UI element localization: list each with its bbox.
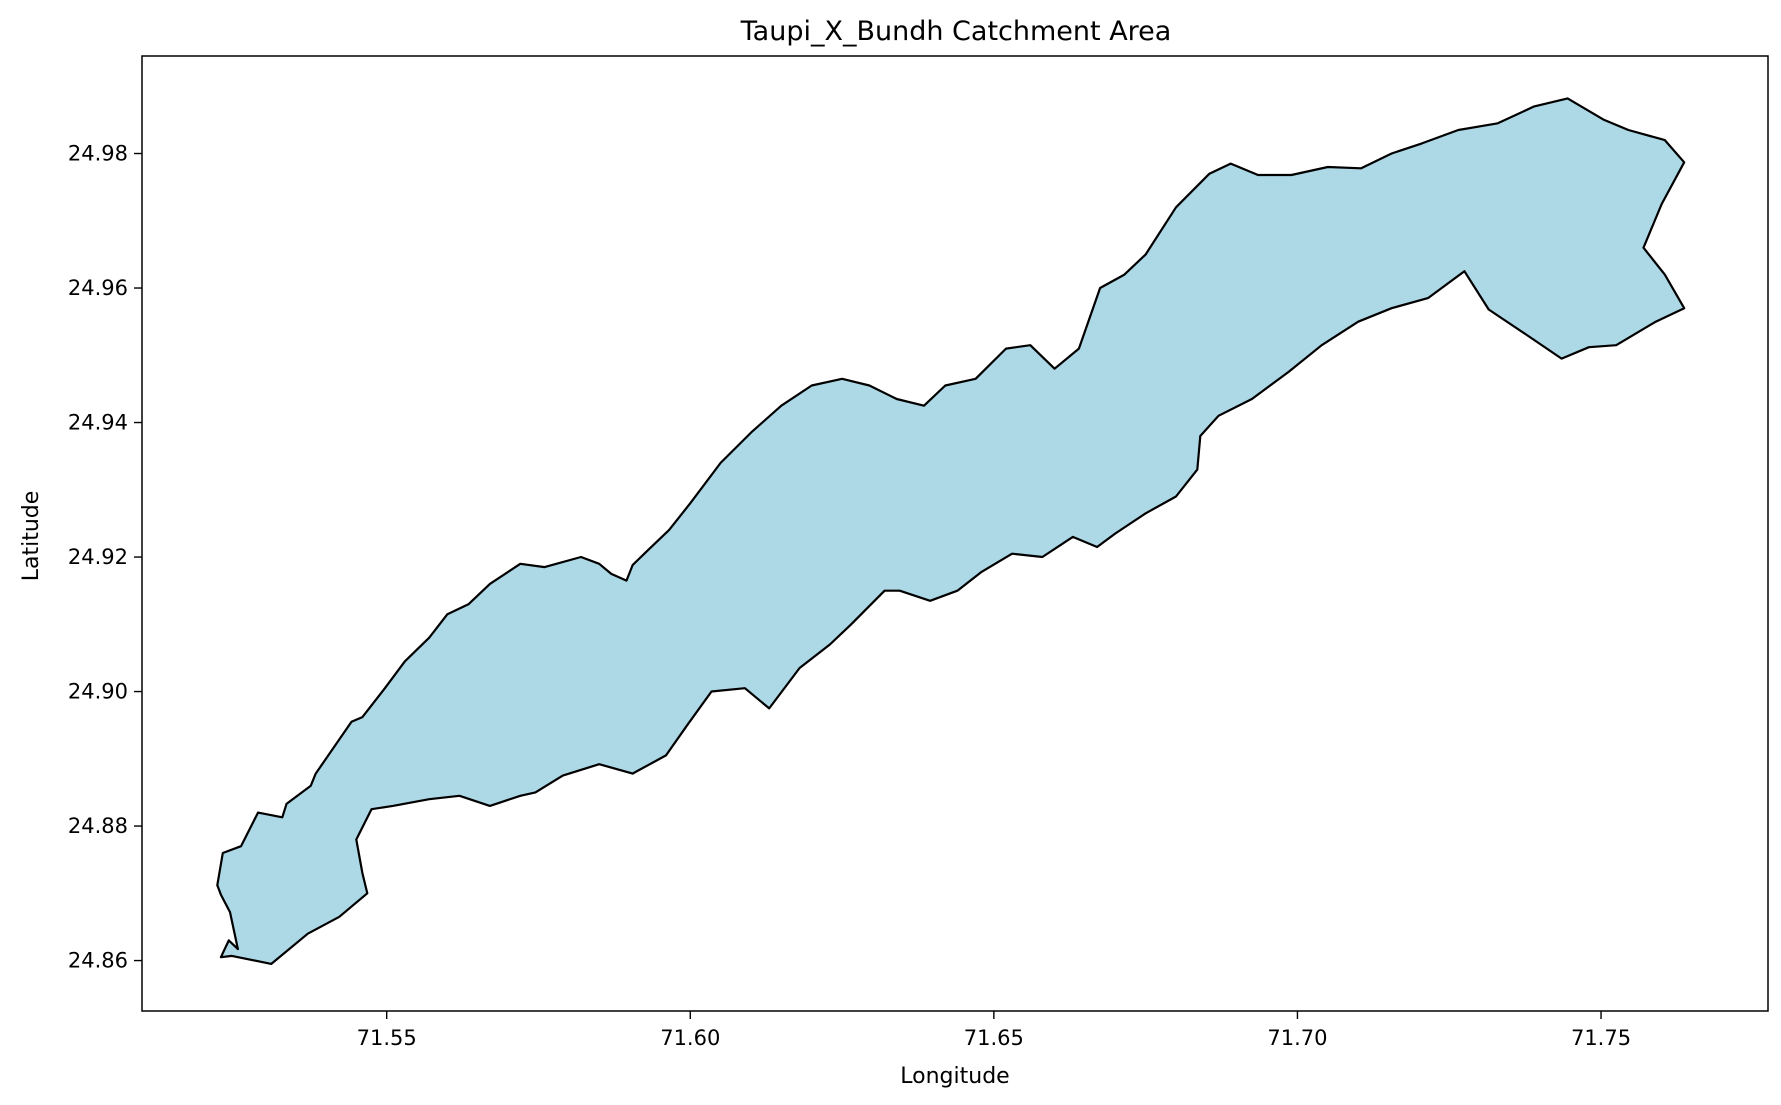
y-tick-label: 24.86 bbox=[68, 949, 128, 973]
axes-frame bbox=[141, 55, 1769, 1012]
y-tick-label: 24.90 bbox=[68, 680, 128, 704]
x-axis-label: Longitude bbox=[900, 1064, 1009, 1089]
x-tick-label: 71.55 bbox=[357, 1026, 417, 1050]
y-tick-label: 24.98 bbox=[68, 142, 128, 166]
x-axis-ticks: 71.55 71.60 71.65 71.70 71.75 bbox=[357, 1011, 1631, 1050]
y-axis-ticks: 24.86 24.88 24.90 24.92 24.94 24.96 24.98 bbox=[68, 142, 142, 973]
x-tick-label: 71.60 bbox=[660, 1026, 720, 1050]
x-tick-label: 71.75 bbox=[1571, 1026, 1631, 1050]
x-tick-label: 71.65 bbox=[964, 1026, 1024, 1050]
x-tick-label: 71.70 bbox=[1267, 1026, 1327, 1050]
y-tick-label: 24.94 bbox=[68, 411, 128, 435]
y-axis-label: Latitude bbox=[19, 491, 44, 582]
y-tick-label: 24.88 bbox=[68, 814, 128, 838]
plot-area bbox=[216, 97, 1686, 966]
chart-title: Taupi_X_Bundh Catchment Area bbox=[740, 16, 1172, 47]
y-tick-label: 24.96 bbox=[68, 276, 128, 300]
y-tick-label: 24.92 bbox=[68, 545, 128, 569]
catchment-polygon bbox=[216, 97, 1686, 966]
